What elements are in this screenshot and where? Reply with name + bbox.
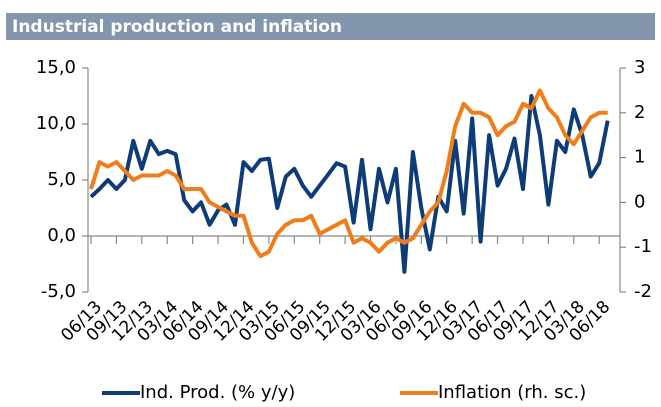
y2-tick-label: -1 [634,236,652,257]
y-tick-label: 10,0 [36,113,76,134]
y2-tick-label: 3 [634,57,645,78]
series-line [89,94,610,274]
y-tick-label: 0,0 [47,225,76,246]
title-bar [6,13,655,40]
legend-label: Inflation (rh. sc.) [438,382,586,403]
series-line [89,88,608,259]
chart-title: Industrial production and inflation [12,17,342,37]
y2-tick-label: 1 [634,147,645,168]
legend-label: Ind. Prod. (% y/y) [140,382,295,403]
y-tick-label: -5,0 [41,281,76,302]
y2-tick-label: 2 [634,102,645,123]
y2-tick-label: -2 [634,281,652,302]
y2-tick-label: 0 [634,191,645,212]
y-tick-label: 15,0 [36,57,76,78]
y-tick-label: 5,0 [47,169,76,190]
